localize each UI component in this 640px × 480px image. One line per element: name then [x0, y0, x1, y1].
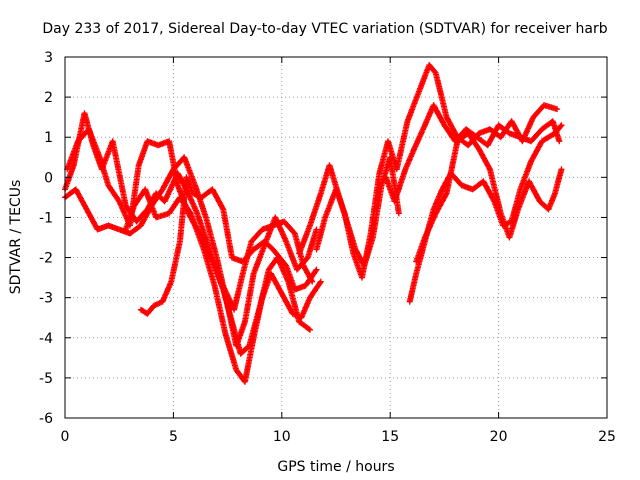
series-8	[382, 102, 563, 205]
series-markers	[406, 122, 565, 305]
chart-title: Day 233 of 2017, Sidereal Day-to-day VTE…	[42, 21, 607, 37]
x-tick-label: 20	[490, 429, 508, 445]
y-tick-label: 0	[44, 170, 53, 186]
series-markers	[137, 174, 320, 317]
series-markers	[413, 130, 565, 265]
y-tick-label: -3	[39, 291, 53, 307]
series-markers	[313, 62, 561, 281]
y-tick-label: -1	[39, 210, 53, 226]
x-tick-label: 5	[169, 429, 178, 445]
x-tick-label: 10	[273, 429, 291, 445]
y-tick-label: -4	[39, 331, 53, 347]
series-7	[313, 62, 561, 281]
x-tick-label: 25	[598, 429, 616, 445]
x-tick-label: 0	[61, 429, 70, 445]
y-tick-label: 2	[44, 90, 53, 106]
data-layer	[62, 62, 565, 385]
series-3	[64, 126, 313, 357]
y-tick-label: 3	[44, 50, 53, 66]
series-markers	[64, 126, 313, 357]
series-10	[413, 130, 565, 265]
series-5	[137, 174, 320, 317]
series-9	[406, 122, 565, 305]
series-markers	[382, 102, 563, 205]
x-tick-label: 15	[381, 429, 399, 445]
y-axis-label: SDTVAR / TECUs	[8, 180, 24, 295]
y-tick-label: -5	[39, 371, 53, 387]
y-tick-label: -6	[39, 411, 53, 427]
plot-frame	[64, 56, 608, 419]
y-tick-label: 1	[44, 130, 53, 146]
grid	[65, 57, 607, 418]
x-axis-label: GPS time / hours	[277, 459, 394, 475]
y-tick-label: -2	[39, 251, 53, 267]
